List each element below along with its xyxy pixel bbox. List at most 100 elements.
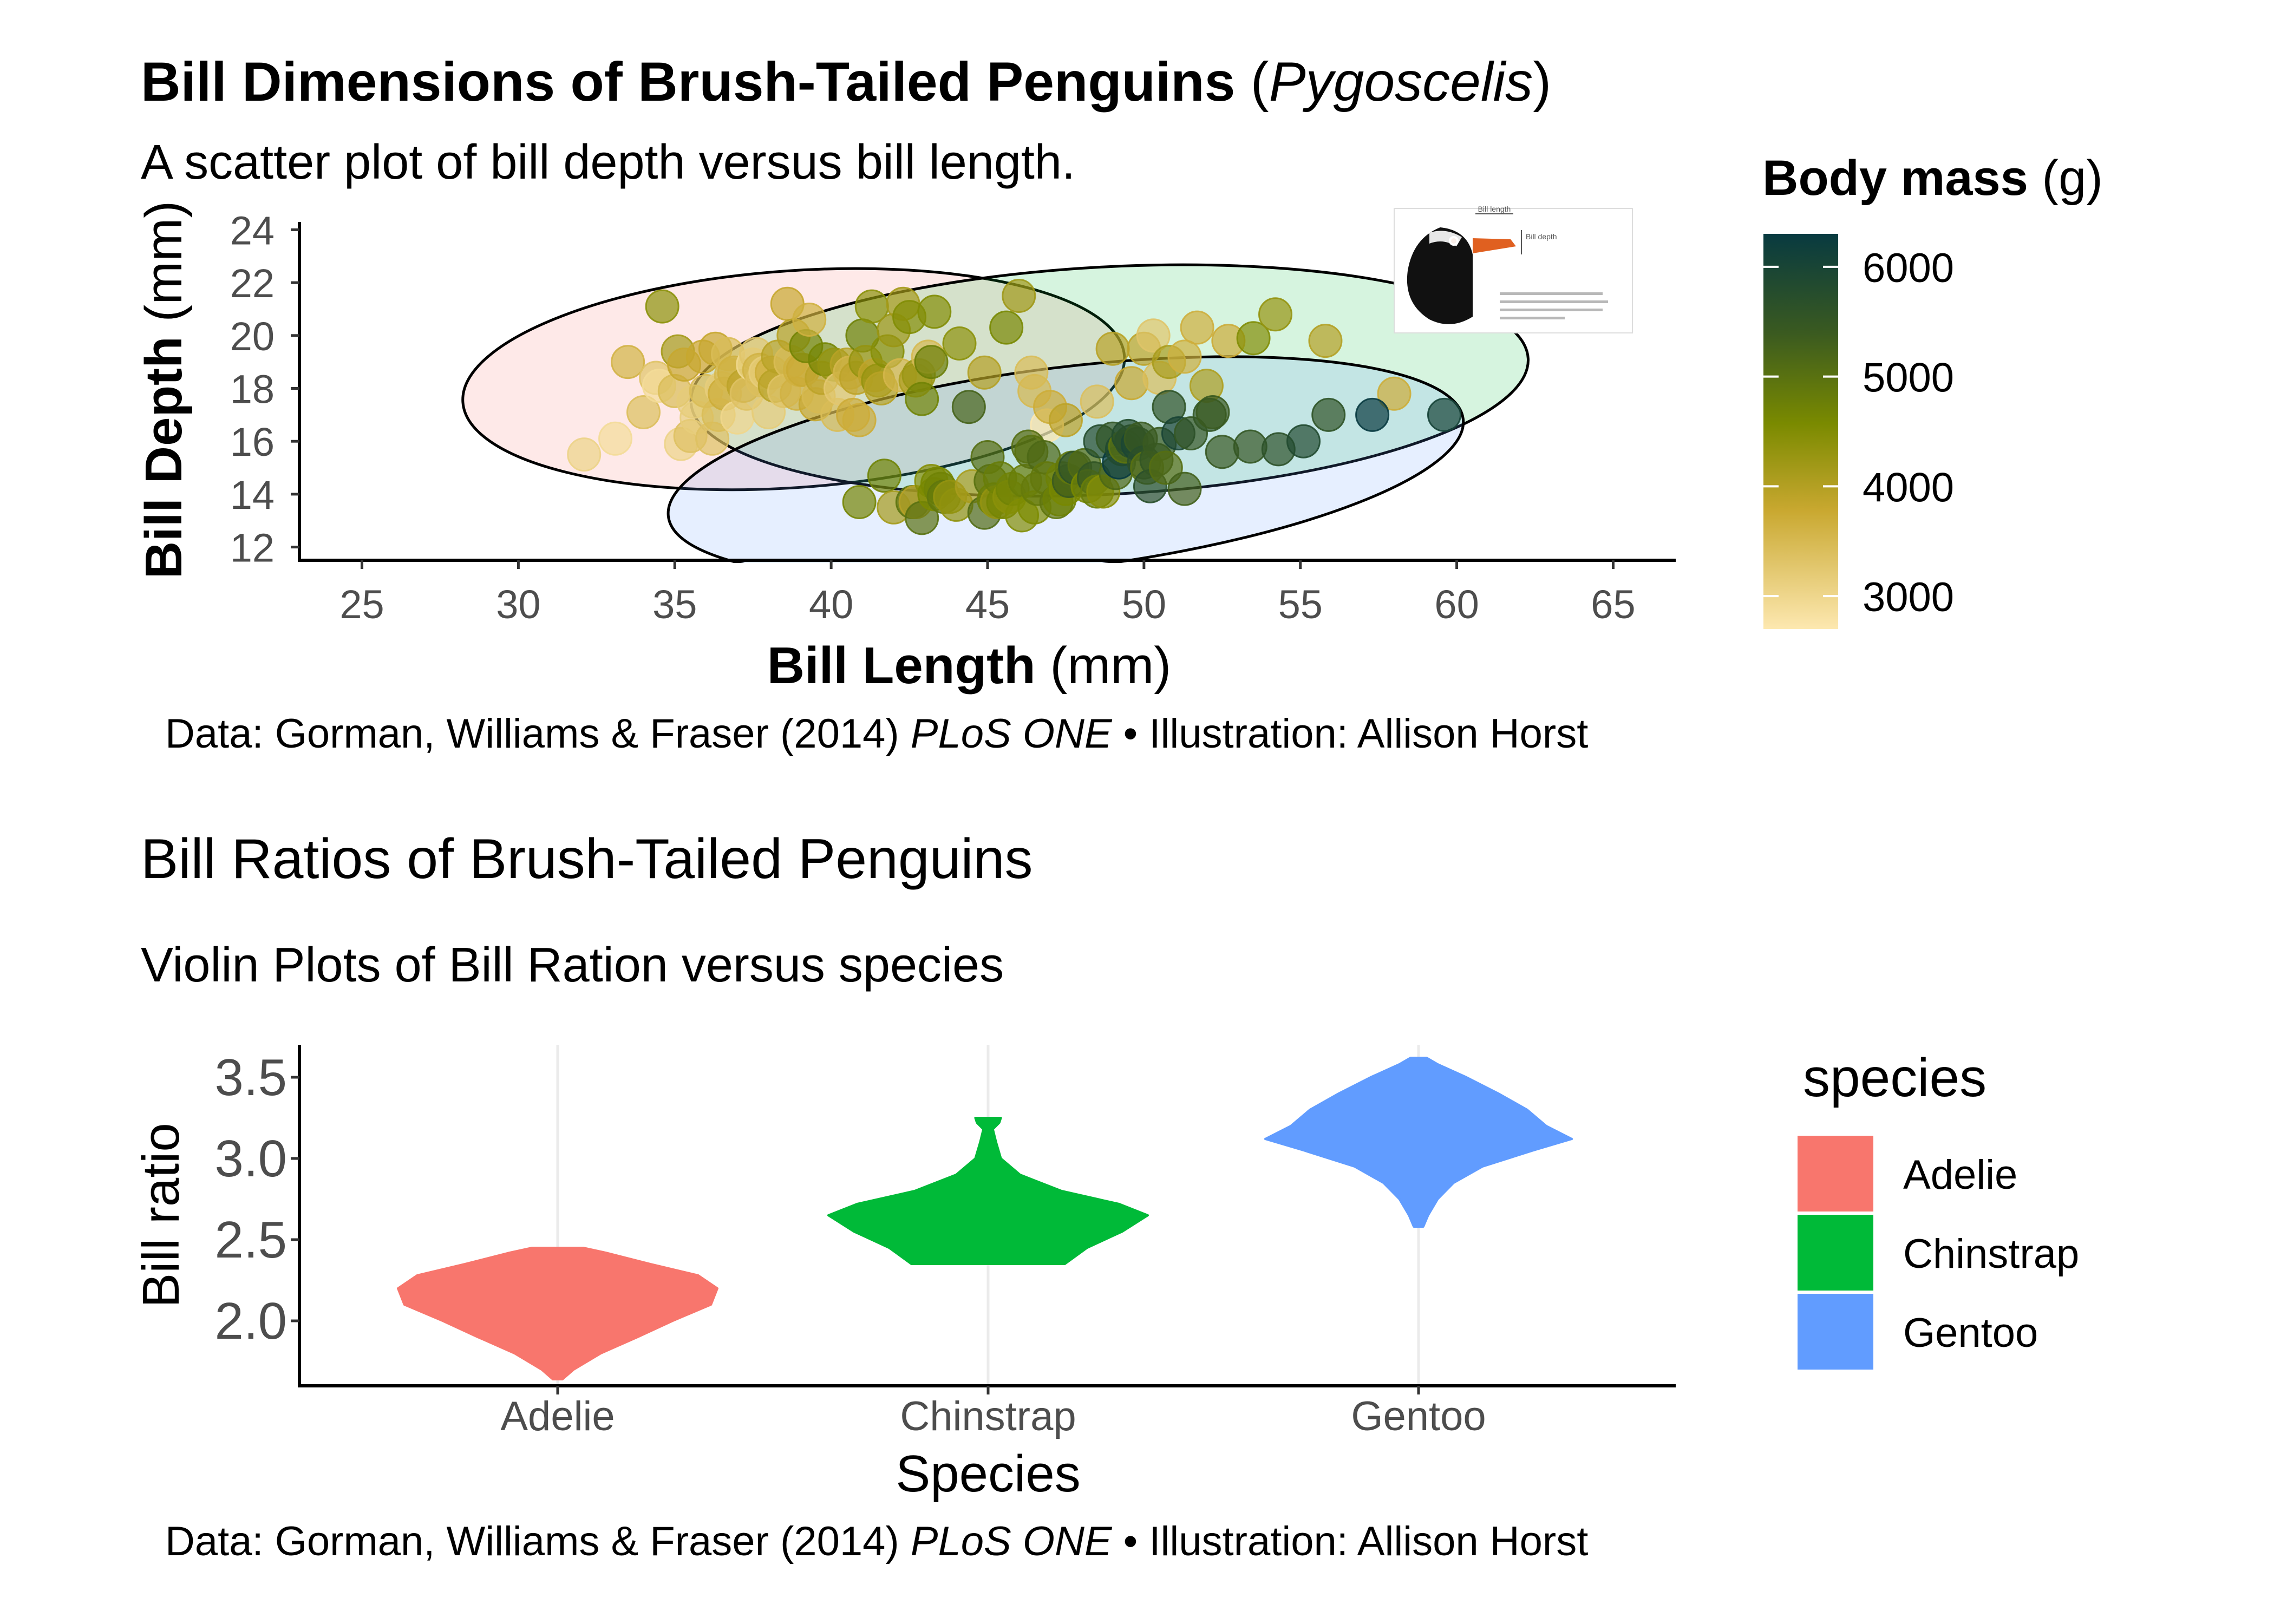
legend-tick-label: 5000 [1863, 355, 1954, 401]
scatter-point [1180, 310, 1214, 345]
scatter-point [1308, 324, 1343, 358]
plot2-axes: 2.0 2.5 3.0 3.5 Adelie Chinstrap Gentoo [215, 1045, 1676, 1439]
legend-key-chinstrap [1798, 1215, 1873, 1291]
plot2-x-ticks: Adelie Chinstrap Gentoo [500, 1386, 1486, 1439]
scatter-point [942, 326, 977, 361]
scatter-point [967, 355, 1002, 390]
x-tick-label: 45 [965, 582, 1010, 627]
scatter-point [1236, 321, 1271, 356]
x-tick-label: 30 [496, 582, 540, 627]
plot1-title: Bill Dimensions of Brush-Tailed Penguins… [141, 51, 1552, 113]
x-tick-label: 55 [1278, 582, 1323, 627]
scatter-point [1355, 397, 1390, 432]
body-mass-legend-ticks: 3000 4000 5000 6000 [1763, 245, 1954, 620]
plot1-y-ticks: 12 14 16 18 20 22 24 [230, 208, 299, 571]
plot2-x-axis-title: Species [896, 1445, 1081, 1503]
scatter-point [1377, 376, 1412, 411]
x-tick-label-gentoo: Gentoo [1351, 1393, 1486, 1439]
y-tick-label: 14 [230, 473, 275, 518]
species-legend: Adelie Chinstrap Gentoo [1798, 1136, 2079, 1370]
x-tick-label: 35 [652, 582, 697, 627]
y-tick-label: 2.5 [215, 1211, 287, 1269]
x-tick-label: 60 [1434, 582, 1479, 627]
scatter-point [645, 289, 679, 324]
violin-layer [397, 1057, 1573, 1380]
scatter-point [1205, 435, 1239, 469]
y-tick-label: 18 [230, 367, 275, 412]
scatter-point [598, 421, 633, 456]
scatter-point [1095, 331, 1130, 366]
legend-key-adelie [1798, 1136, 1873, 1212]
y-tick-label: 24 [230, 208, 275, 253]
y-tick-label: 12 [230, 526, 275, 571]
plot1-x-ticks: 25 30 35 40 45 50 55 60 65 [339, 560, 1636, 627]
scatter-point [1167, 339, 1202, 374]
plot1-caption: Data: Gorman, Williams & Fraser (2014) P… [165, 711, 1589, 757]
scatter-point [905, 382, 939, 416]
violin-chinstrap [827, 1117, 1149, 1265]
penguin-bill-icon [1473, 238, 1516, 253]
body-mass-colorbar [1763, 234, 1838, 629]
x-tick-label-chinstrap: Chinstrap [900, 1393, 1076, 1439]
legend-label-gentoo: Gentoo [1903, 1310, 2038, 1356]
violin-adelie [397, 1247, 718, 1380]
scatter-point [1114, 366, 1149, 401]
scatter-point [867, 459, 901, 493]
scatter-point [989, 310, 1024, 345]
scatter-point [842, 403, 877, 437]
scatter-point [792, 303, 827, 337]
scatter-point [567, 437, 602, 472]
scatter-point [1427, 397, 1461, 432]
legend-key-gentoo [1798, 1294, 1873, 1370]
plot2-caption: Data: Gorman, Williams & Fraser (2014) P… [165, 1518, 1589, 1564]
plot1-x-axis-title: Bill Length (mm) [767, 637, 1171, 695]
y-tick-label: 16 [230, 420, 275, 464]
scatter-point [914, 345, 949, 379]
plot2-y-axis-title: Bill ratio [132, 1123, 190, 1307]
plot1-axes: 12 14 16 18 20 22 24 25 30 35 40 45 50 55 60 65 [230, 208, 1676, 627]
scatter-point [1167, 472, 1202, 506]
x-tick-label: 65 [1591, 582, 1635, 627]
legend-tick-label: 3000 [1863, 574, 1954, 620]
plot1-subtitle: A scatter plot of bill depth versus bill… [141, 135, 1075, 189]
penguin-bill-illustration: Bill length Bill depth [1394, 205, 1633, 333]
scatter-point [1258, 297, 1293, 332]
scatter-point [1002, 279, 1036, 313]
body-mass-legend-title: Body mass (g) [1762, 150, 2103, 206]
penguin-head-icon [1407, 227, 1473, 324]
scatter-point [951, 390, 986, 424]
plot2-subtitle: Violin Plots of Bill Ration versus speci… [141, 938, 1004, 992]
scatter-point [1195, 395, 1230, 429]
plot2-title: Bill Ratios of Brush-Tailed Penguins [141, 828, 1033, 890]
scatter-point [626, 395, 661, 429]
scatter-point [1080, 384, 1114, 419]
x-tick-label-adelie: Adelie [500, 1393, 615, 1439]
species-legend-title: species [1803, 1047, 1987, 1108]
scatter-point [1048, 403, 1083, 437]
x-tick-label: 40 [809, 582, 853, 627]
bill-depth-label: Bill depth [1526, 232, 1557, 241]
x-tick-label: 25 [339, 582, 384, 627]
scatter-points-layer [567, 279, 1461, 535]
scatter-point [1311, 397, 1346, 432]
legend-label-chinstrap: Chinstrap [1903, 1231, 2079, 1277]
scatter-point [611, 345, 645, 379]
plot2-y-ticks: 2.0 2.5 3.0 3.5 [215, 1049, 299, 1350]
scatter-point [917, 294, 952, 329]
plot1-y-axis-title: Bill Depth (mm) [135, 201, 193, 579]
legend-label-adelie: Adelie [1903, 1152, 2017, 1198]
y-tick-label: 20 [230, 314, 275, 359]
x-tick-label: 50 [1122, 582, 1166, 627]
legend-tick-label: 6000 [1863, 245, 1954, 291]
y-tick-label: 3.0 [215, 1130, 287, 1188]
legend-tick-label: 4000 [1863, 464, 1954, 510]
violin-gentoo [1264, 1057, 1573, 1228]
scatter-point [842, 485, 877, 520]
y-tick-label: 3.5 [215, 1049, 287, 1106]
y-tick-label: 22 [230, 261, 275, 306]
bill-length-label: Bill length [1478, 205, 1511, 213]
scatter-point [1286, 424, 1321, 459]
y-tick-label: 2.0 [215, 1292, 287, 1350]
scatter-point [1136, 318, 1171, 353]
